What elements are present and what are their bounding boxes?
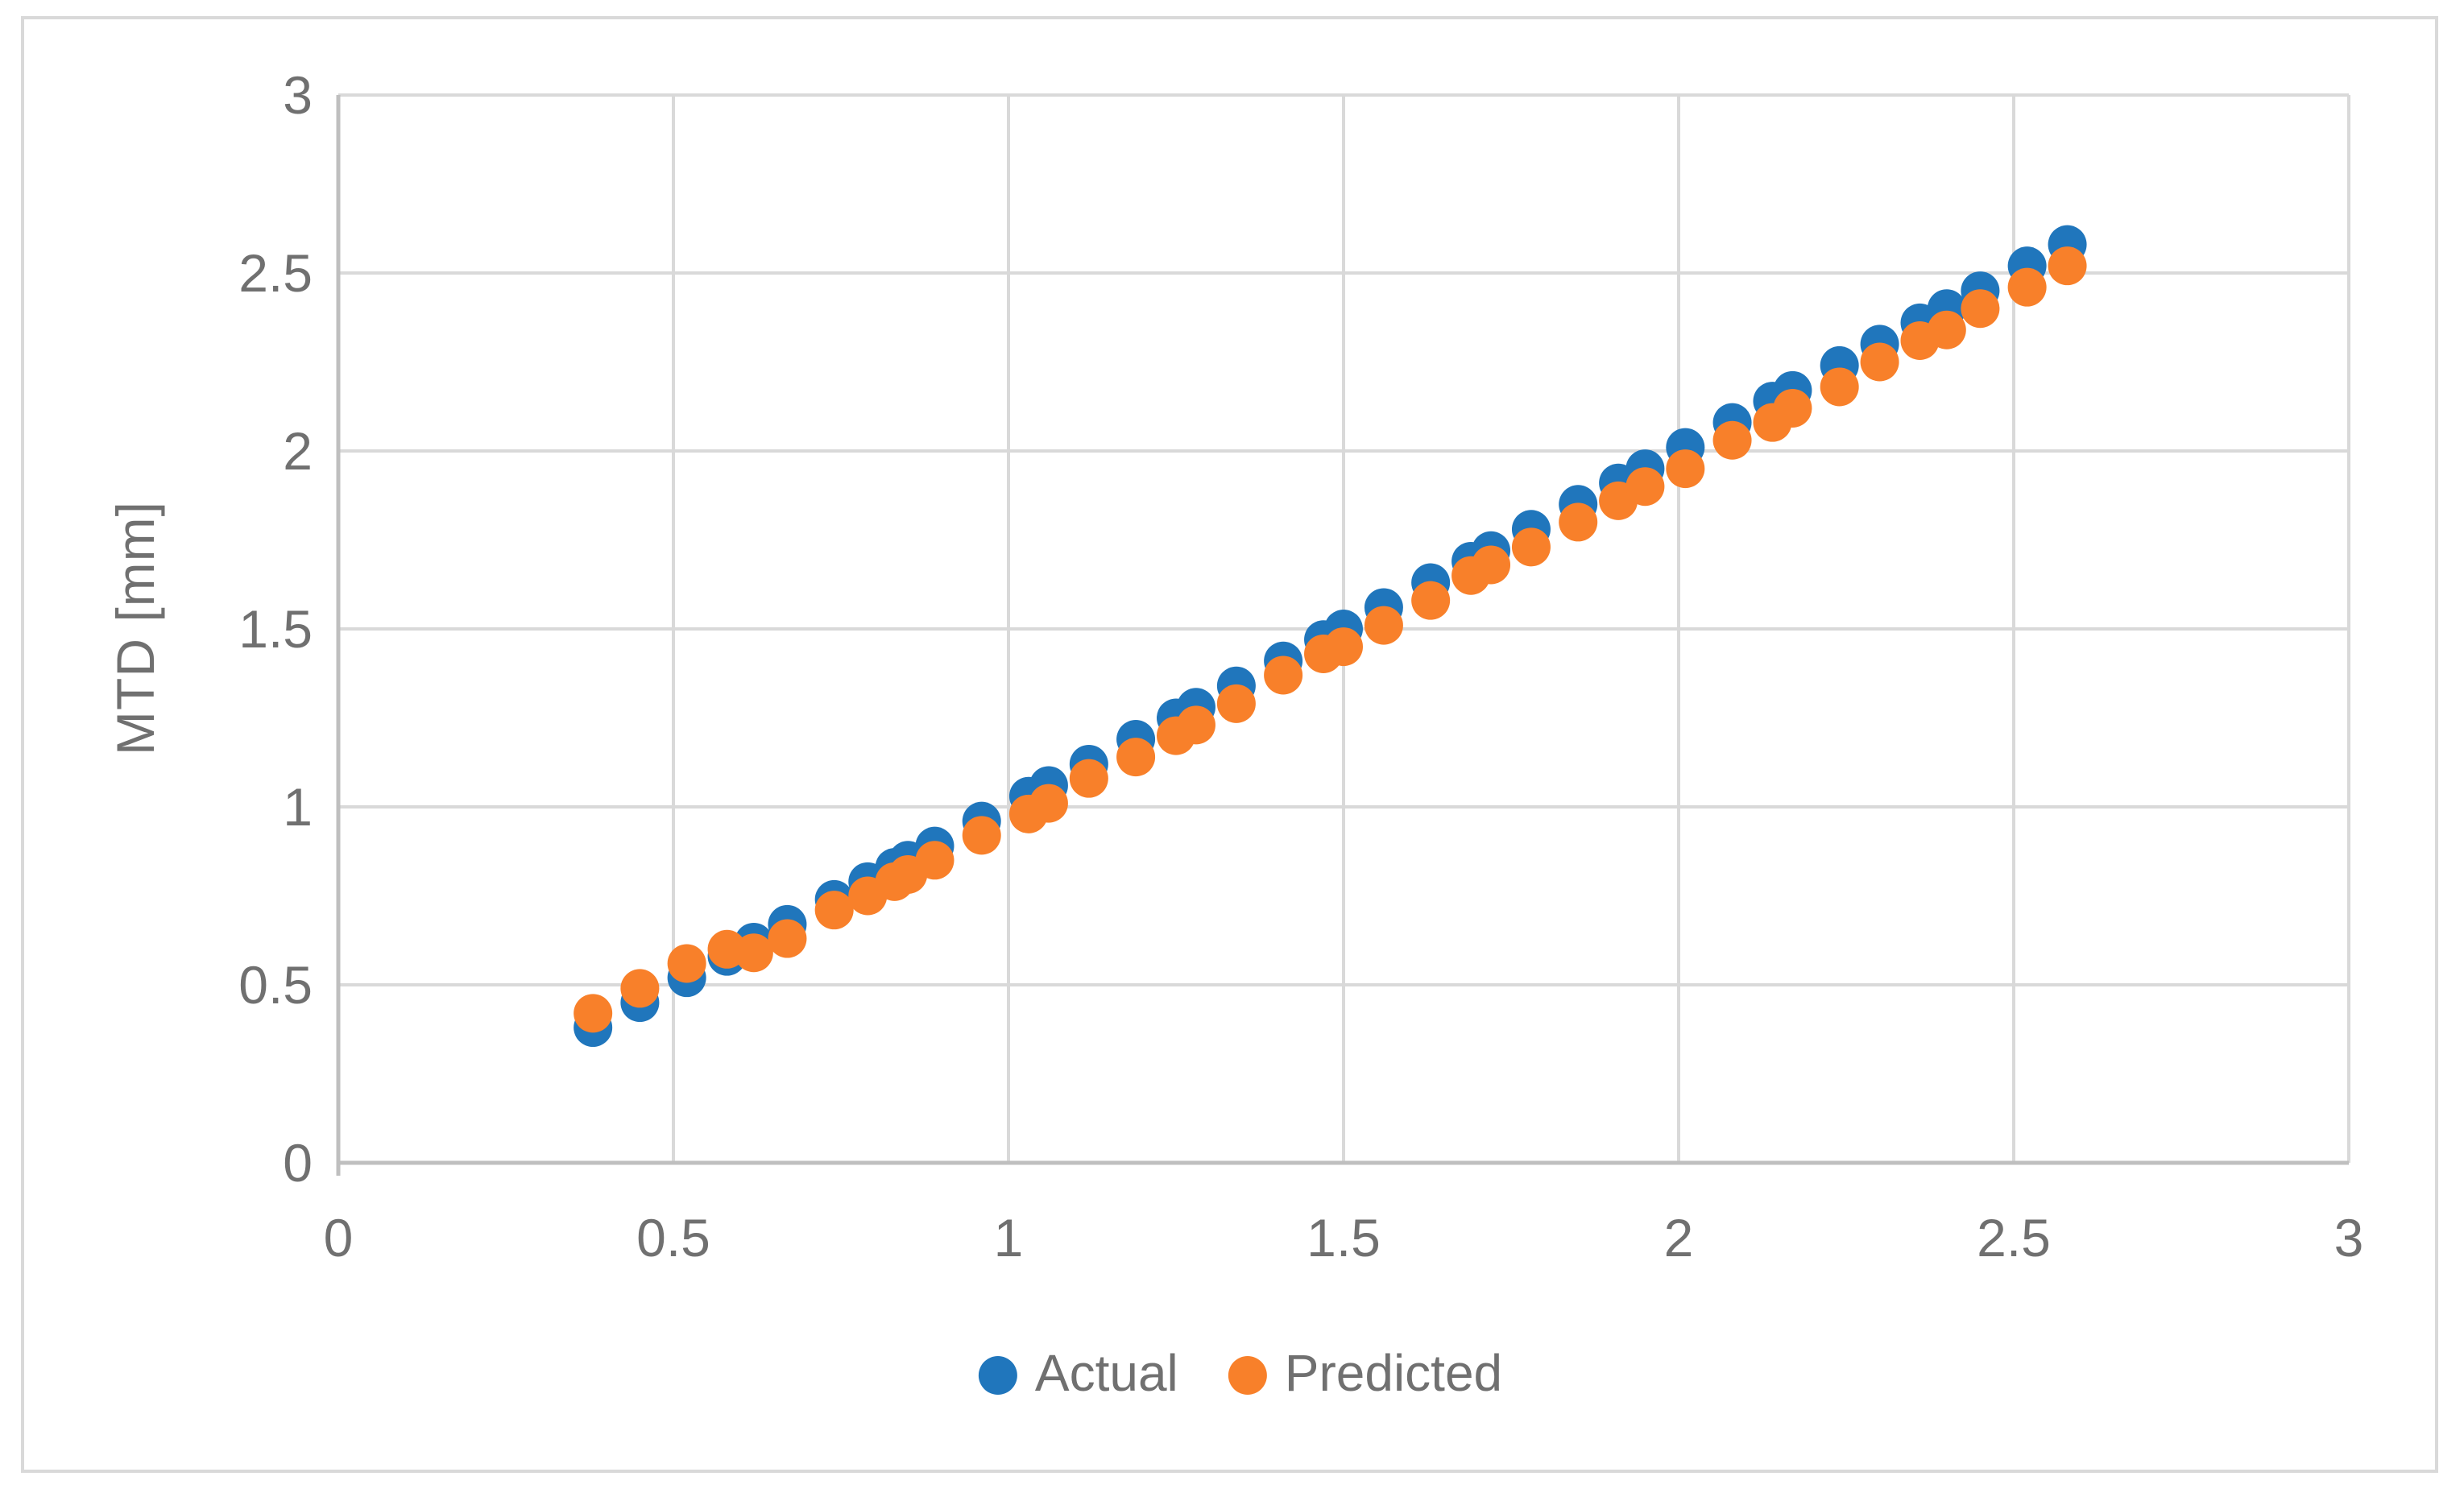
data-point-predicted [1264,655,1303,695]
x-tick-label: 3 [2334,1208,2364,1267]
data-point-predicted [574,994,613,1033]
data-point-predicted [2007,267,2047,307]
y-tick-label: 2.5 [238,243,313,303]
x-tick-label: 2 [1664,1208,1694,1267]
data-point-predicted [1324,627,1363,667]
data-point-predicted [768,919,807,958]
data-point-predicted [1712,420,1752,460]
y-axis-title: MTD [mm] [106,501,165,755]
data-point-predicted [1666,449,1705,489]
legend-label: Predicted [1284,1344,1503,1402]
data-point-predicted [734,933,773,973]
x-tick-label: 0.5 [636,1208,710,1267]
data-point-predicted [962,816,1001,855]
y-tick-label: 2 [283,421,313,481]
x-tick-label: 1 [994,1208,1024,1267]
data-point-predicted [1216,684,1256,723]
data-point-predicted [1625,467,1665,507]
data-point-predicted [814,891,854,930]
data-point-predicted [1820,367,1859,407]
legend-marker-icon [978,1356,1017,1395]
data-point-predicted [620,969,660,1008]
x-tick-label: 0 [324,1208,354,1267]
legend: Actual Predicted [978,1344,1502,1404]
y-tick-label: 0.5 [238,955,313,1015]
data-point-predicted [1472,545,1511,585]
data-point-predicted [1961,289,2000,329]
data-point-predicted [1029,784,1068,823]
data-point-predicted [1116,738,1156,777]
x-tick-label: 2.5 [1977,1208,2051,1267]
data-point-predicted [1860,342,1899,382]
data-point-predicted [1069,759,1108,798]
data-point-predicted [1176,705,1215,745]
data-point-predicted [2048,246,2087,286]
legend-item-predicted: Predicted [1228,1347,1502,1404]
y-tick-label: 1 [283,777,313,837]
legend-marker-icon [1228,1356,1267,1395]
y-tick-label: 1.5 [238,599,313,659]
data-point-predicted [1927,310,1966,349]
data-point-predicted [1364,606,1403,645]
data-point-predicted [1773,388,1812,428]
data-point-predicted [1511,527,1551,567]
data-point-predicted [667,944,706,983]
y-tick-label: 0 [283,1133,313,1193]
legend-item-actual: Actual [978,1344,1178,1404]
y-tick-label: 3 [283,65,313,125]
data-point-predicted [915,841,955,880]
chart-border [21,16,2438,1473]
data-point-predicted [1411,581,1451,620]
data-point-predicted [1559,502,1598,542]
legend-label: Actual [1034,1344,1178,1402]
x-tick-label: 1.5 [1307,1208,1381,1267]
